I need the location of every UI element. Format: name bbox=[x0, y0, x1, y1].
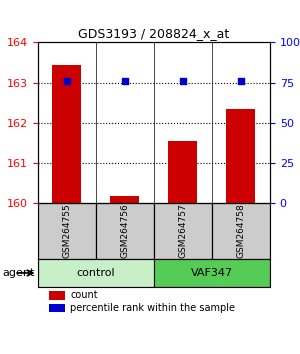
FancyBboxPatch shape bbox=[96, 203, 154, 259]
FancyBboxPatch shape bbox=[154, 259, 270, 287]
Point bbox=[238, 78, 243, 84]
FancyBboxPatch shape bbox=[38, 259, 154, 287]
Text: GSM264757: GSM264757 bbox=[178, 204, 187, 258]
Point bbox=[64, 78, 69, 84]
FancyBboxPatch shape bbox=[38, 203, 96, 259]
FancyBboxPatch shape bbox=[154, 203, 212, 259]
Text: GSM264755: GSM264755 bbox=[62, 204, 71, 258]
Bar bbox=[49, 291, 65, 299]
FancyBboxPatch shape bbox=[212, 203, 270, 259]
Text: VAF347: VAF347 bbox=[191, 268, 233, 278]
Text: agent: agent bbox=[2, 268, 34, 278]
Point bbox=[122, 78, 127, 84]
Bar bbox=[49, 304, 65, 312]
Text: GSM264756: GSM264756 bbox=[120, 204, 129, 258]
Title: GDS3193 / 208824_x_at: GDS3193 / 208824_x_at bbox=[78, 27, 230, 40]
Text: control: control bbox=[76, 268, 115, 278]
Text: percentile rank within the sample: percentile rank within the sample bbox=[70, 303, 235, 313]
Bar bbox=[52, 64, 81, 203]
Bar bbox=[168, 141, 197, 203]
Text: count: count bbox=[70, 290, 98, 301]
Text: GSM264758: GSM264758 bbox=[236, 204, 245, 258]
Bar bbox=[110, 196, 139, 203]
Bar bbox=[226, 109, 256, 203]
Point bbox=[180, 78, 185, 84]
